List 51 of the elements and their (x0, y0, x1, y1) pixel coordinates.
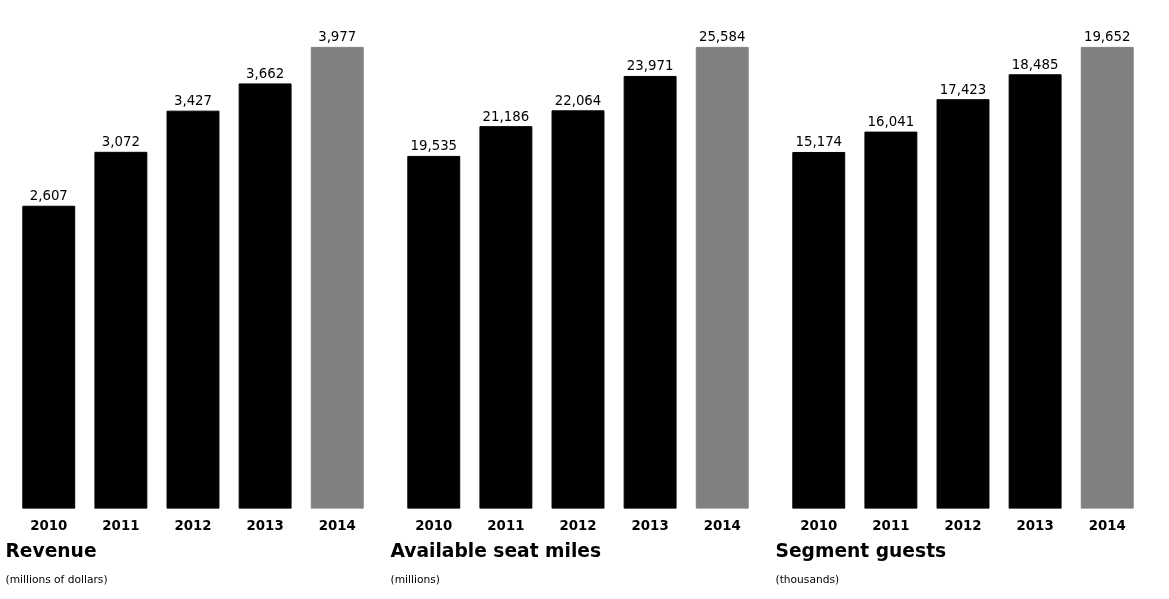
data-label: 19,535 (410, 138, 458, 154)
data-label: 17,423 (939, 81, 987, 97)
bar (864, 131, 918, 509)
data-label: 2,607 (29, 188, 68, 204)
x-tick-label: 2011 (872, 517, 910, 533)
text: Segment guests (775, 539, 947, 561)
bar (407, 155, 461, 509)
data-label: 3,427 (173, 93, 213, 109)
bar (94, 151, 148, 509)
data-label: 22,064 (554, 92, 602, 108)
bar (936, 99, 990, 509)
data-label: 18,485 (1011, 56, 1059, 72)
bar (479, 126, 533, 509)
x-tick-label: 2013 (631, 517, 669, 533)
x-tick-label: 2010 (415, 517, 453, 533)
data-label: 3,977 (318, 29, 357, 45)
x-tick-label: 2014 (703, 517, 741, 533)
bar (22, 205, 76, 509)
text: (thousands) (775, 572, 840, 586)
bar (310, 46, 364, 509)
bar (695, 46, 749, 509)
x-tick-label: 2012 (559, 517, 597, 533)
x-tick-label: 2012 (174, 517, 212, 533)
data-label: 15,174 (795, 134, 843, 150)
bar (623, 75, 677, 509)
text: (millions of dollars) (5, 572, 108, 586)
x-tick-label: 2014 (318, 517, 356, 533)
data-label: 21,186 (482, 108, 530, 124)
bar (1008, 74, 1062, 509)
x-tick-label: 2014 (1088, 517, 1126, 533)
data-label: 25,584 (698, 29, 746, 45)
x-tick-label: 2013 (246, 517, 284, 533)
x-tick-label: 2011 (102, 517, 140, 533)
data-label: 3,662 (246, 65, 285, 81)
text: Revenue (5, 539, 97, 561)
bar (238, 83, 292, 509)
bar (1080, 46, 1134, 509)
x-tick-label: 2010 (30, 517, 68, 533)
data-label: 16,041 (867, 114, 915, 130)
x-tick-label: 2013 (1016, 517, 1054, 533)
x-tick-label: 2010 (800, 517, 838, 533)
bar (166, 110, 220, 509)
text: (millions) (390, 572, 440, 586)
text: Available seat miles (390, 539, 602, 561)
x-tick-label: 2012 (944, 517, 982, 533)
x-tick-label: 2011 (487, 517, 525, 533)
data-label: 3,072 (101, 134, 140, 150)
data-label: 19,652 (1083, 29, 1131, 45)
bar (792, 151, 846, 509)
data-label: 23,971 (626, 58, 674, 74)
bar (551, 110, 605, 509)
